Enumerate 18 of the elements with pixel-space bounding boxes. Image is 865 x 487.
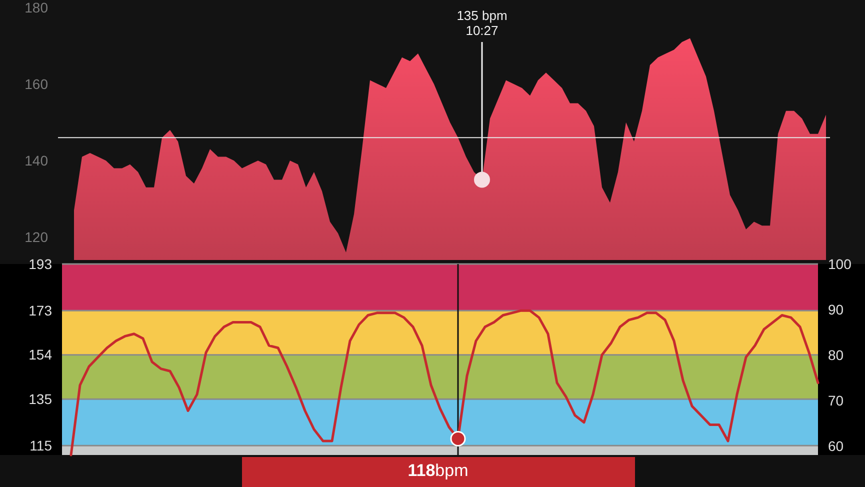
text: 118bpm xyxy=(408,461,468,480)
annotation: 10:27 xyxy=(466,23,498,38)
y-tick-label: 180 xyxy=(24,0,48,16)
line-series xyxy=(70,309,820,456)
y2-tick-label: 80 xyxy=(828,346,844,363)
y2-tick-label: 60 xyxy=(828,438,844,454)
y-tick-label: 120 xyxy=(24,228,48,245)
y-tick-label: 160 xyxy=(24,76,48,92)
y2-tick-label: 70 xyxy=(828,392,844,408)
y-tick-label: 140 xyxy=(24,152,48,168)
annotation: 135 bpm xyxy=(456,8,508,23)
y-tick-label: 135 xyxy=(28,391,52,407)
y-tick-label: 115 xyxy=(30,438,52,454)
y-tick-label: 173 xyxy=(28,302,52,318)
y-tick-label: 154 xyxy=(28,346,52,363)
y2-tick-label: 90 xyxy=(828,301,844,318)
y2-tick-label: 100 xyxy=(828,256,852,272)
y-tick-label: 193 xyxy=(28,256,52,272)
